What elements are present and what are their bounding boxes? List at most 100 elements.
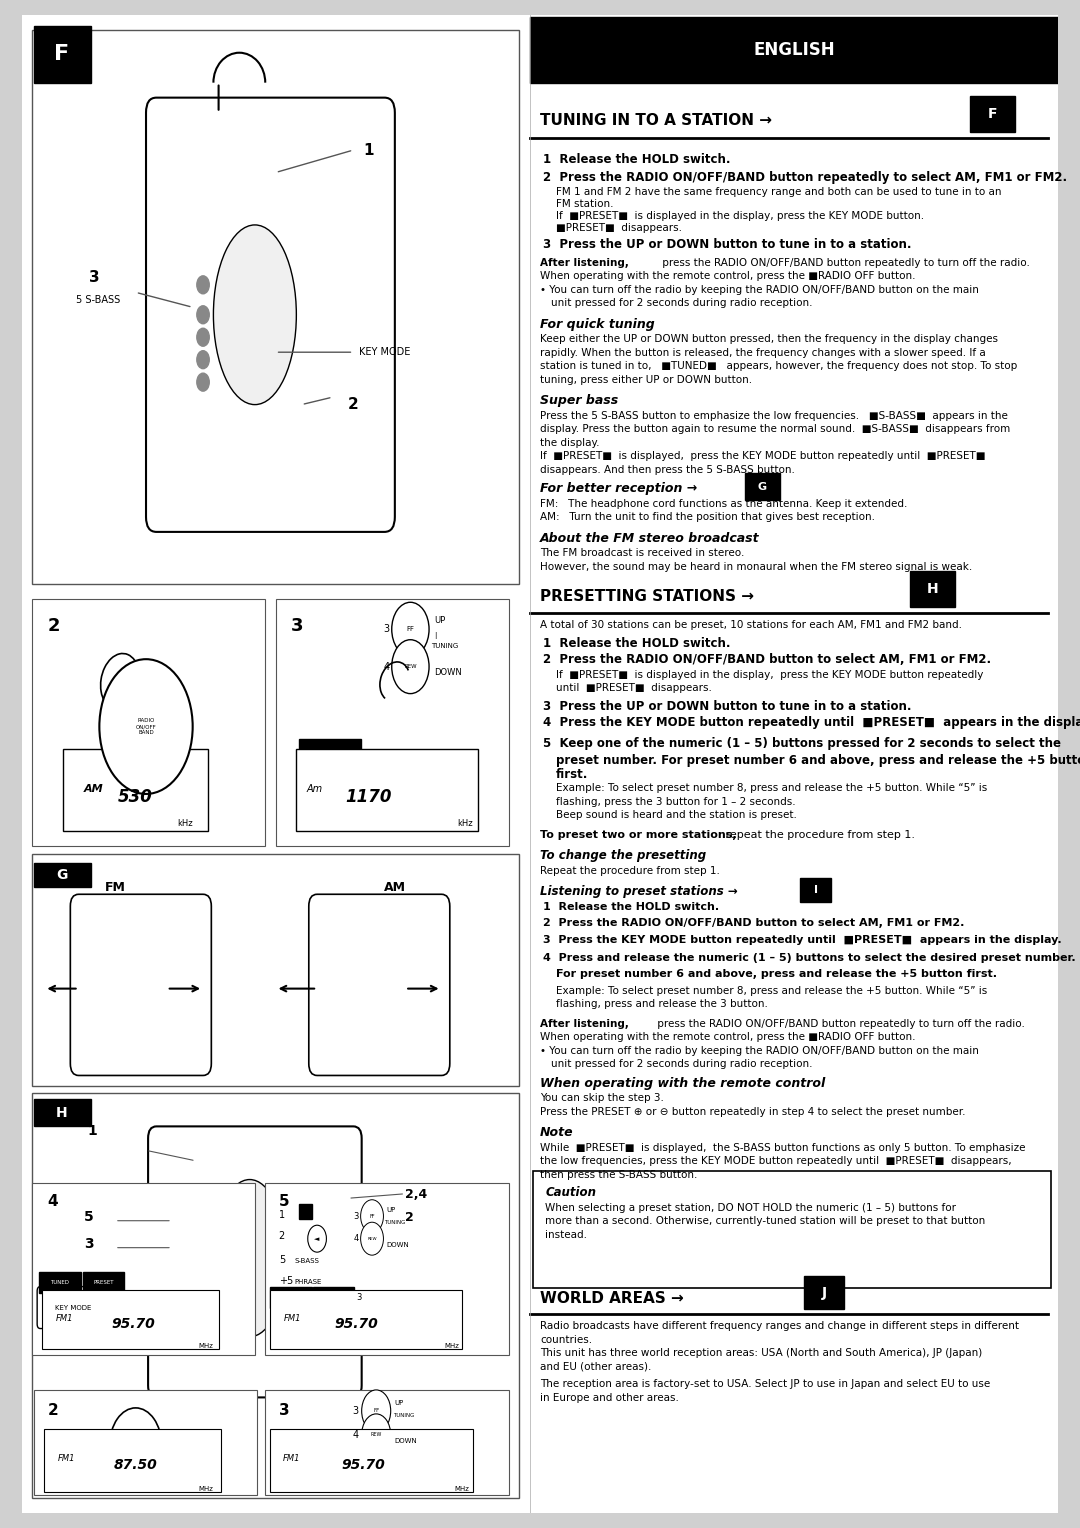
Text: first.: first. (555, 769, 588, 781)
FancyBboxPatch shape (270, 1290, 462, 1349)
Text: When selecting a preset station, DO NOT HOLD the numeric (1 – 5) buttons for: When selecting a preset station, DO NOT … (545, 1203, 956, 1213)
FancyBboxPatch shape (35, 863, 91, 886)
Text: AM: AM (84, 784, 104, 795)
FancyBboxPatch shape (745, 474, 780, 501)
Text: display. Press the button again to resume the normal sound.  ■S-BASS■  disappear: display. Press the button again to resum… (540, 425, 1010, 434)
Text: • You can turn off the radio by keeping the RADIO ON/OFF/BAND button on the main: • You can turn off the radio by keeping … (540, 284, 978, 295)
Text: To preset two or more stations,: To preset two or more stations, (540, 830, 737, 840)
Text: preset number. For preset number 6 and above, press and release the +5 button: preset number. For preset number 6 and a… (555, 753, 1080, 767)
FancyBboxPatch shape (309, 894, 449, 1076)
Text: unit pressed for 2 seconds during radio reception.: unit pressed for 2 seconds during radio … (552, 298, 813, 309)
Text: unit pressed for 2 seconds during radio reception.: unit pressed for 2 seconds during radio … (552, 1059, 813, 1070)
Text: I: I (814, 885, 818, 895)
Text: 2: 2 (48, 617, 60, 636)
Text: 2  Press the RADIO ON/OFF/BAND button to select AM, FM1 or FM2.: 2 Press the RADIO ON/OFF/BAND button to … (543, 918, 964, 927)
Text: 3: 3 (292, 617, 303, 636)
Text: 3: 3 (383, 625, 390, 634)
Text: DOWN: DOWN (434, 668, 462, 677)
Ellipse shape (214, 225, 296, 405)
Text: S-BASS: S-BASS (294, 1258, 320, 1264)
FancyBboxPatch shape (63, 749, 208, 831)
Text: the low frequencies, press the KEY MODE button repeatedly until  ■PRESET■  disap: the low frequencies, press the KEY MODE … (540, 1157, 1012, 1166)
Text: 1  Release the HOLD switch.: 1 Release the HOLD switch. (543, 153, 730, 167)
Text: Press the PRESET ⊕ or ⊖ button repeatedly in step 4 to select the preset number.: Press the PRESET ⊕ or ⊖ button repeatedl… (540, 1106, 966, 1117)
Text: 3: 3 (279, 1403, 289, 1418)
Text: While  ■PRESET■  is displayed,  the S-BASS button functions as only 5 button. To: While ■PRESET■ is displayed, the S-BASS … (540, 1143, 1026, 1152)
Text: the display.: the display. (540, 437, 599, 448)
Text: repeat the procedure from step 1.: repeat the procedure from step 1. (723, 830, 916, 840)
Text: 4  Press the KEY MODE button repeatedly until  ■PRESET■  appears in the display.: 4 Press the KEY MODE button repeatedly u… (543, 717, 1080, 729)
FancyBboxPatch shape (800, 877, 832, 902)
Text: Note: Note (540, 1126, 573, 1140)
Text: If  ■PRESET■  is displayed in the display, press the KEY MODE button.: If ■PRESET■ is displayed in the display,… (555, 211, 923, 222)
Text: You can skip the step 3.: You can skip the step 3. (540, 1094, 664, 1103)
Text: ■PRESET■  disappears.: ■PRESET■ disappears. (555, 223, 681, 234)
Circle shape (197, 329, 210, 347)
Text: 2  Press the RADIO ON/OFF/BAND button repeatedly to select AM, FM1 or FM2.: 2 Press the RADIO ON/OFF/BAND button rep… (543, 171, 1067, 183)
Text: If  ■PRESET■  is displayed in the display,  press the KEY MODE button repeatedly: If ■PRESET■ is displayed in the display,… (555, 669, 983, 680)
Text: Example: To select preset number 8, press and release the +5 button. While “5” i: Example: To select preset number 8, pres… (555, 784, 987, 793)
FancyBboxPatch shape (32, 854, 519, 1086)
Text: 3: 3 (353, 1212, 359, 1221)
Text: H: H (56, 1106, 68, 1120)
Text: For quick tuning: For quick tuning (540, 318, 654, 330)
Text: 3  Press the UP or DOWN button to tune in to a station.: 3 Press the UP or DOWN button to tune in… (543, 700, 912, 712)
Text: disappears. And then press the 5 S-BASS button.: disappears. And then press the 5 S-BASS … (540, 465, 795, 475)
Text: However, the sound may be heard in monaural when the FM stereo signal is weak.: However, the sound may be heard in monau… (540, 562, 972, 571)
Text: KEY MODE: KEY MODE (359, 347, 410, 358)
Text: 530: 530 (118, 788, 153, 805)
Text: Repeat the procedure from step 1.: Repeat the procedure from step 1. (540, 866, 720, 876)
Text: After listening,: After listening, (540, 1019, 629, 1028)
Circle shape (197, 306, 210, 324)
Text: 2: 2 (405, 1210, 414, 1224)
Text: Listening to preset stations →: Listening to preset stations → (540, 885, 742, 898)
Text: countries.: countries. (540, 1334, 592, 1345)
Circle shape (197, 373, 210, 391)
Text: PRESETTING STATIONS →: PRESETTING STATIONS → (540, 588, 759, 604)
Text: flashing, press the 3 button for 1 – 2 seconds.: flashing, press the 3 button for 1 – 2 s… (555, 798, 795, 807)
Text: 2  Press the RADIO ON/OFF/BAND button to select AM, FM1 or FM2.: 2 Press the RADIO ON/OFF/BAND button to … (543, 652, 991, 666)
Text: When operating with the remote control, press the ■RADIO OFF button.: When operating with the remote control, … (540, 1031, 916, 1042)
Text: FM station.: FM station. (555, 200, 613, 209)
Text: DOWN: DOWN (395, 1438, 418, 1444)
Text: 4  Press and release the numeric (1 – 5) buttons to select the desired preset nu: 4 Press and release the numeric (1 – 5) … (543, 952, 1076, 963)
Text: 1170: 1170 (346, 788, 392, 805)
Text: H: H (927, 582, 939, 596)
Text: rapidly. When the button is released, the frequency changes with a slower speed.: rapidly. When the button is released, th… (540, 348, 986, 358)
Text: UP: UP (395, 1400, 404, 1406)
Text: 3  Press the UP or DOWN button to tune in to a station.: 3 Press the UP or DOWN button to tune in… (543, 238, 912, 252)
Text: AM: AM (383, 882, 406, 894)
Text: UP: UP (434, 616, 445, 625)
Circle shape (361, 1222, 383, 1254)
Text: 1  Release the HOLD switch.: 1 Release the HOLD switch. (543, 637, 730, 649)
Text: The reception area is factory-set to USA. Select JP to use in Japan and select E: The reception area is factory-set to USA… (540, 1380, 990, 1389)
Text: MHz: MHz (455, 1485, 470, 1491)
Text: Keep either the UP or DOWN button pressed, then the frequency in the display cha: Keep either the UP or DOWN button presse… (540, 335, 998, 344)
FancyBboxPatch shape (532, 1172, 1051, 1288)
Text: FM1: FM1 (58, 1455, 76, 1464)
Text: G: G (758, 481, 767, 492)
Text: 4: 4 (353, 1235, 359, 1244)
Text: 1  Release the HOLD switch.: 1 Release the HOLD switch. (543, 902, 719, 912)
FancyBboxPatch shape (266, 1183, 509, 1355)
FancyBboxPatch shape (37, 1287, 111, 1328)
Text: 4: 4 (48, 1193, 58, 1209)
FancyBboxPatch shape (35, 1390, 257, 1494)
Text: 95.70: 95.70 (342, 1458, 386, 1471)
Text: MHz: MHz (444, 1343, 459, 1349)
Text: F: F (54, 44, 69, 64)
Text: F: F (988, 107, 997, 121)
Bar (299, 1204, 312, 1219)
Text: more than a second. Otherwise, currently-tuned station will be preset to that bu: more than a second. Otherwise, currently… (545, 1216, 985, 1227)
Text: 3: 3 (84, 1236, 94, 1251)
Text: The FM broadcast is received in stereo.: The FM broadcast is received in stereo. (540, 549, 744, 558)
Text: |: | (434, 631, 436, 639)
Text: Press the 5 S-BASS button to emphasize the low frequencies.   ■S-BASS■  appears : Press the 5 S-BASS button to emphasize t… (540, 411, 1008, 420)
Text: RADIO
ON/OFF
BAND: RADIO ON/OFF BAND (136, 718, 157, 735)
Text: Radio broadcasts have different frequency ranges and change in different steps i: Radio broadcasts have different frequenc… (540, 1322, 1020, 1331)
Text: 3  Press the KEY MODE button repeatedly until  ■PRESET■  appears in the display.: 3 Press the KEY MODE button repeatedly u… (543, 935, 1062, 944)
Text: 1: 1 (87, 1125, 97, 1138)
Text: J: J (822, 1285, 826, 1300)
FancyBboxPatch shape (529, 17, 1058, 83)
FancyBboxPatch shape (148, 1126, 362, 1398)
